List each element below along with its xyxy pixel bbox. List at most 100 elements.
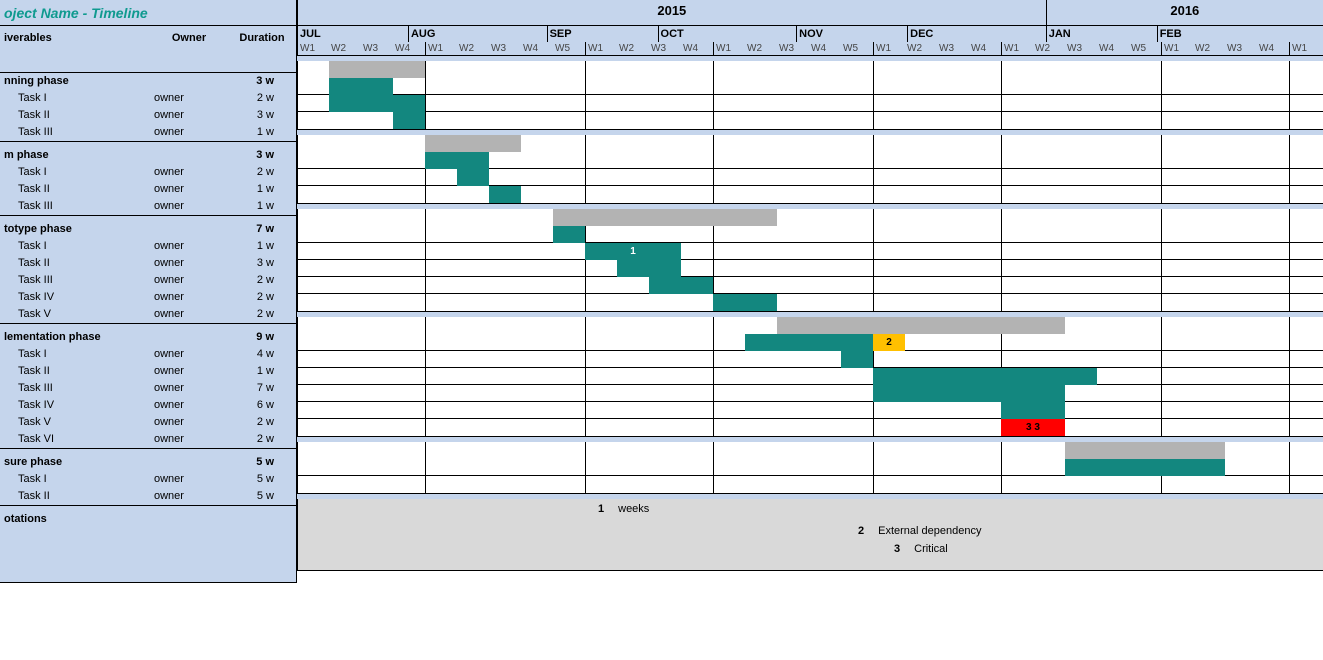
gantt-bar[interactable] (553, 226, 585, 243)
task-name: Task V (0, 414, 150, 431)
week-cell: W3 (777, 42, 809, 55)
gantt-bar[interactable] (617, 260, 681, 277)
gantt-bar[interactable] (489, 186, 521, 203)
task-duration: 1 w (228, 363, 296, 380)
task-duration: 2 w (228, 431, 296, 448)
task-name: Task II (0, 363, 150, 380)
gantt-bar[interactable]: 3 3 (1001, 419, 1065, 436)
week-cell: W4 (969, 42, 1001, 55)
week-row: W1W2W3W4W1W2W3W4W5W1W2W3W4W1W2W3W4W5W1W2… (297, 42, 1323, 56)
task-name: Task VI (0, 431, 150, 448)
gantt-bar[interactable] (1001, 402, 1065, 419)
gantt-phase-block (297, 135, 1323, 204)
task-row[interactable]: Task Iowner2 w (0, 164, 296, 181)
task-row[interactable]: Task IIowner5 w (0, 488, 296, 505)
task-row[interactable]: Task IIIowner1 w (0, 198, 296, 215)
gantt-bar[interactable] (873, 385, 1065, 402)
task-row[interactable]: Task Iowner4 w (0, 346, 296, 363)
annotation-number: 3 (894, 543, 900, 555)
task-owner: owner (150, 380, 228, 397)
task-row[interactable]: Task IVowner2 w (0, 289, 296, 306)
task-row[interactable]: Task IIowner3 w (0, 107, 296, 124)
task-row[interactable]: Task IIIowner7 w (0, 380, 296, 397)
gantt-bar[interactable] (329, 95, 425, 112)
task-name: Task I (0, 164, 150, 181)
gantt-bar[interactable] (329, 78, 393, 95)
gantt-bar[interactable] (649, 277, 713, 294)
task-name: Task I (0, 471, 150, 488)
task-owner: owner (150, 90, 228, 107)
phase-row[interactable]: lementation phase9 w (0, 329, 296, 346)
gantt-bar[interactable]: 1 (585, 243, 681, 260)
phase-duration: 5 w (228, 454, 296, 471)
task-duration: 1 w (228, 124, 296, 141)
gantt-bar[interactable] (777, 317, 1065, 334)
task-duration: 2 w (228, 272, 296, 289)
phase-row[interactable]: totype phase7 w (0, 221, 296, 238)
task-owner: owner (150, 255, 228, 272)
task-duration: 5 w (228, 471, 296, 488)
task-duration: 6 w (228, 397, 296, 414)
gantt-phase-block (297, 61, 1323, 130)
task-row[interactable]: Task Iowner1 w (0, 238, 296, 255)
gantt-bar[interactable] (425, 152, 489, 169)
gantt-bar[interactable] (329, 61, 425, 78)
task-row[interactable]: Task Iowner2 w (0, 90, 296, 107)
task-name: Task III (0, 198, 150, 215)
month-row: JULAUGSEPOCTNOVDECJANFEB (297, 26, 1323, 42)
gantt-bar[interactable] (713, 294, 777, 311)
left-headers: iverables Owner Duration (0, 26, 296, 73)
task-row[interactable]: Task Iowner5 w (0, 471, 296, 488)
gantt-bar[interactable] (1065, 459, 1225, 476)
annotation-number: 1 (598, 503, 604, 515)
phase-row[interactable]: m phase3 w (0, 147, 296, 164)
project-title: oject Name - Timeline (0, 0, 296, 26)
week-cell: W1 (713, 42, 745, 55)
week-cell: W2 (1193, 42, 1225, 55)
week-cell: W2 (905, 42, 937, 55)
task-name: Task I (0, 346, 150, 363)
week-cell: W2 (1033, 42, 1065, 55)
gantt-bar[interactable] (841, 351, 873, 368)
gantt-bar[interactable] (1065, 442, 1225, 459)
task-name: Task II (0, 107, 150, 124)
task-row[interactable]: Task VIowner2 w (0, 431, 296, 448)
gantt-bar[interactable]: 2 (873, 334, 905, 351)
week-cell: W3 (1225, 42, 1257, 55)
task-owner: owner (150, 488, 228, 505)
task-row[interactable]: Task IIowner1 w (0, 363, 296, 380)
gantt-bar[interactable] (873, 368, 1097, 385)
task-duration: 4 w (228, 346, 296, 363)
phase-row[interactable]: sure phase5 w (0, 454, 296, 471)
task-row[interactable]: Task Vowner2 w (0, 306, 296, 323)
year-cell: 2015 (297, 0, 1046, 25)
task-duration: 1 w (228, 181, 296, 198)
task-owner: owner (150, 107, 228, 124)
gantt-bar[interactable] (553, 209, 777, 226)
annotation-entry: 3Critical (894, 543, 948, 555)
week-cell: W5 (553, 42, 585, 55)
gantt-bar[interactable] (457, 169, 489, 186)
task-row[interactable]: Task Vowner2 w (0, 414, 296, 431)
gantt-bar[interactable] (745, 334, 873, 351)
gantt-bar[interactable] (393, 112, 425, 129)
phase-row[interactable]: nning phase3 w (0, 73, 296, 90)
phase-duration: 3 w (228, 147, 296, 164)
task-owner: owner (150, 363, 228, 380)
task-row[interactable]: Task IIowner1 w (0, 181, 296, 198)
task-row[interactable]: Task IIowner3 w (0, 255, 296, 272)
week-cell: W4 (1257, 42, 1289, 55)
phase-block: lementation phase9 wTask Iowner4 wTask I… (0, 329, 296, 449)
task-row[interactable]: Task IIIowner2 w (0, 272, 296, 289)
task-owner: owner (150, 471, 228, 488)
week-cell: W4 (1097, 42, 1129, 55)
task-name: Task IV (0, 397, 150, 414)
task-owner: owner (150, 164, 228, 181)
task-duration: 3 w (228, 255, 296, 272)
gantt-bar[interactable] (425, 135, 521, 152)
task-row[interactable]: Task IVowner6 w (0, 397, 296, 414)
task-owner: owner (150, 397, 228, 414)
week-cell: W2 (329, 42, 361, 55)
week-cell: W1 (425, 42, 457, 55)
task-row[interactable]: Task IIIowner1 w (0, 124, 296, 141)
